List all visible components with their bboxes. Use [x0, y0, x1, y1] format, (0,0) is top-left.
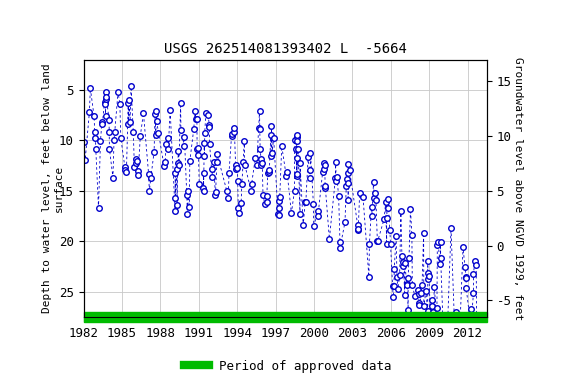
Y-axis label: Groundwater level above NGVD 1929, feet: Groundwater level above NGVD 1929, feet	[513, 56, 524, 320]
Legend: Period of approved data: Period of approved data	[179, 355, 397, 378]
Bar	[84, 312, 487, 322]
Y-axis label: Depth to water level, feet below land
surface: Depth to water level, feet below land su…	[43, 63, 64, 313]
Title: USGS 262514081393402 L  -5664: USGS 262514081393402 L -5664	[164, 41, 407, 56]
